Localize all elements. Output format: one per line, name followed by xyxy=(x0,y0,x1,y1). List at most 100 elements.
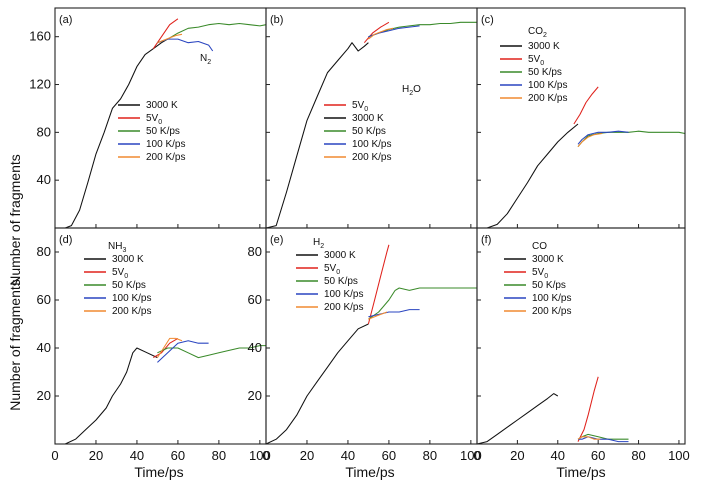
series-50-k-ps xyxy=(157,22,267,44)
series-50-k-ps xyxy=(368,21,477,38)
panel-label: (b) xyxy=(270,14,283,26)
legend-label: 3000 K xyxy=(112,254,144,265)
x-tick-label: 20 xyxy=(510,448,524,463)
y-tick-label: 40 xyxy=(37,172,51,187)
y-tick-label: 20 xyxy=(248,388,262,403)
plot-frame xyxy=(265,227,478,445)
legend-label: 200 K/ps xyxy=(352,152,391,163)
legend-label: 100 K/ps xyxy=(352,139,391,150)
legend-label: 5V0 xyxy=(532,267,548,280)
y-tick-label: 60 xyxy=(248,292,262,307)
panel-label: (c) xyxy=(481,14,494,26)
x-tick-label: 60 xyxy=(382,448,396,463)
legend-label: 3000 K xyxy=(352,113,384,124)
species-label: CO2 xyxy=(528,26,547,39)
series-5v0 xyxy=(152,18,179,49)
legend-label: 50 K/ps xyxy=(324,276,358,287)
x-tick-label: 0 xyxy=(51,448,58,463)
x-tick-label: 100 xyxy=(249,448,271,463)
x-tick-label: 40 xyxy=(551,448,565,463)
legend-label: 200 K/ps xyxy=(112,306,151,317)
legend-label: 5V0 xyxy=(112,267,128,280)
series-200-k-ps xyxy=(577,132,603,148)
series-5v0 xyxy=(577,376,599,442)
y-tick-label: 120 xyxy=(29,77,51,92)
y-tick-label: 160 xyxy=(29,29,51,44)
x-tick-label: 80 xyxy=(423,448,437,463)
legend-label: 3000 K xyxy=(528,41,560,52)
legend-label: 50 K/ps xyxy=(532,280,566,291)
x-tick-label: 0 xyxy=(473,448,480,463)
series-3000-k xyxy=(265,42,369,229)
series-3000-k xyxy=(476,393,559,445)
x-tick-label: 100 xyxy=(668,448,690,463)
series-100-k-ps xyxy=(368,25,420,38)
legend-label: 200 K/ps xyxy=(146,152,185,163)
panel-label: (a) xyxy=(59,14,72,26)
series-50-k-ps xyxy=(157,345,266,359)
species-label: CO xyxy=(532,241,547,252)
series-5v0 xyxy=(573,86,599,125)
series-100-k-ps xyxy=(157,340,209,363)
species-label: NH3 xyxy=(108,241,126,254)
legend-label: 50 K/ps xyxy=(146,126,180,137)
species-label: N2 xyxy=(200,53,211,66)
series-200-k-ps xyxy=(156,337,183,358)
legend-label: 100 K/ps xyxy=(146,139,185,150)
y-axis-title-lower: Number of fragments xyxy=(7,279,23,411)
y-tick-label: 60 xyxy=(37,292,51,307)
series-100-k-ps xyxy=(577,130,629,145)
y-axis-title: Number of fragments xyxy=(7,154,23,286)
x-tick-label: 100 xyxy=(460,448,482,463)
legend-label: 200 K/ps xyxy=(528,93,567,104)
series-3000-k xyxy=(486,123,579,229)
legend-label: 5V0 xyxy=(528,54,544,67)
series-5v0 xyxy=(363,21,390,44)
x-tick-label: 60 xyxy=(171,448,185,463)
legend-label: 100 K/ps xyxy=(324,289,363,300)
plot-frame xyxy=(476,7,686,229)
panel-label: (d) xyxy=(59,234,72,246)
series-50-k-ps xyxy=(368,287,477,320)
species-label: H2O xyxy=(402,84,421,97)
legend-label: 3000 K xyxy=(324,250,356,261)
series-100-k-ps xyxy=(368,309,420,318)
plot-frame xyxy=(54,227,267,445)
x-axis-title-e: Time/ps xyxy=(345,464,394,480)
panel-label: (e) xyxy=(270,234,283,246)
legend-label: 200 K/ps xyxy=(532,306,571,317)
series-3000-k xyxy=(64,347,158,445)
x-tick-label: 20 xyxy=(300,448,314,463)
y-tick-label: 40 xyxy=(248,340,262,355)
series-200-k-ps xyxy=(368,27,394,40)
y-tick-label: 40 xyxy=(37,340,51,355)
legend-label: 5V0 xyxy=(146,113,162,126)
y-tick-label: 80 xyxy=(37,244,51,259)
legend-label: 100 K/ps xyxy=(528,80,567,91)
legend-label: 100 K/ps xyxy=(532,293,571,304)
series-3000-k xyxy=(265,323,369,445)
legend-label: 200 K/ps xyxy=(324,302,363,313)
legend-label: 3000 K xyxy=(146,100,178,111)
x-axis-title-d: Time/ps xyxy=(134,464,183,480)
x-tick-label: 80 xyxy=(631,448,645,463)
panel-label: (f) xyxy=(481,234,491,246)
x-axis-title-f: Time/ps xyxy=(556,464,605,480)
x-tick-label: 40 xyxy=(341,448,355,463)
series-3000-k xyxy=(65,38,168,229)
x-tick-label: 80 xyxy=(212,448,226,463)
series-200-k-ps xyxy=(577,436,601,440)
series-5v0 xyxy=(367,244,390,325)
legend-label: 100 K/ps xyxy=(112,293,151,304)
